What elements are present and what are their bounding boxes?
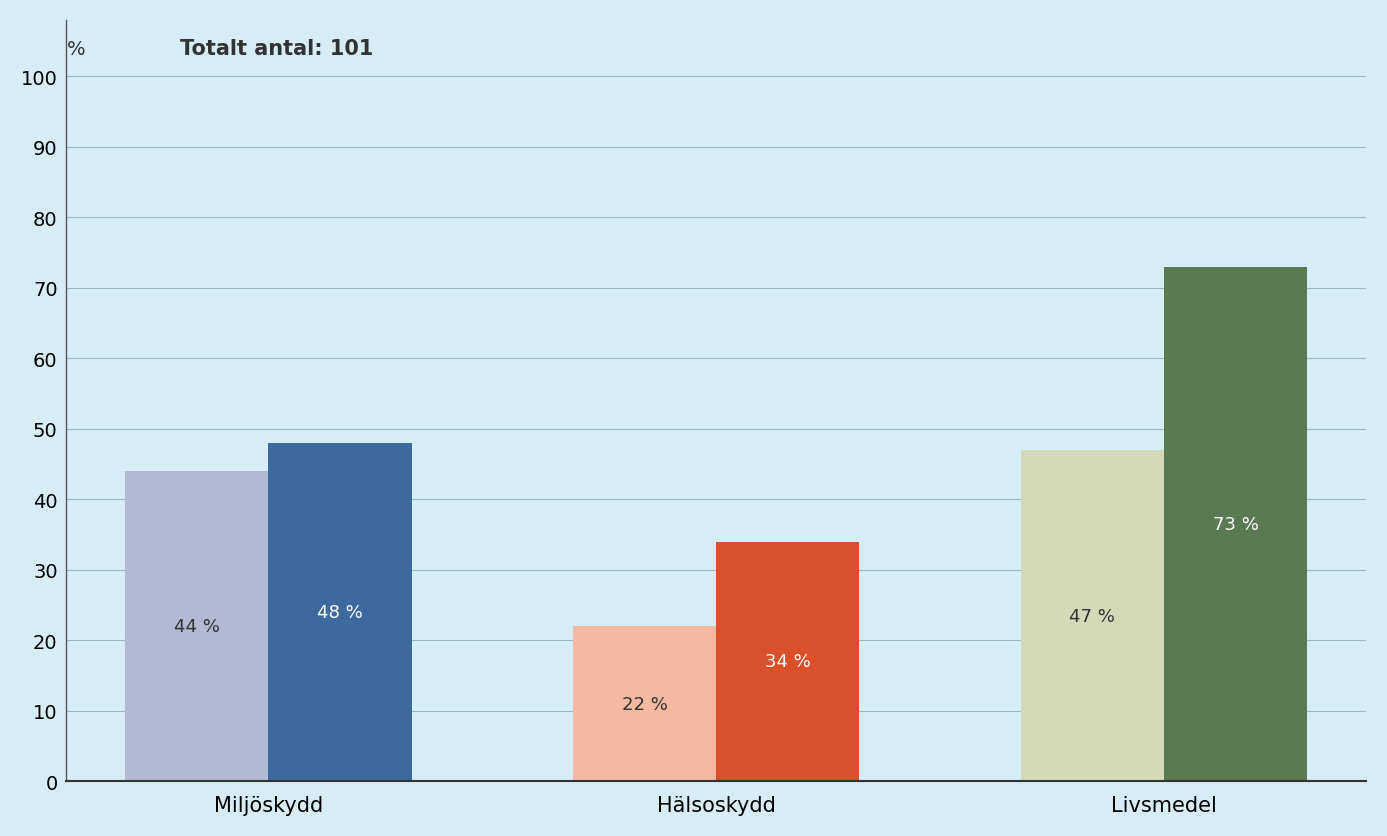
Text: %: % <box>67 39 86 59</box>
Text: 22 %: 22 % <box>621 695 667 713</box>
Text: 47 %: 47 % <box>1069 607 1115 624</box>
Text: 48 %: 48 % <box>318 604 363 621</box>
Text: 73 %: 73 % <box>1212 515 1258 533</box>
Text: 34 %: 34 % <box>764 653 810 670</box>
Bar <box>1164 268 1307 782</box>
Bar <box>1021 451 1164 782</box>
Bar <box>573 626 716 782</box>
Bar <box>269 443 412 782</box>
Bar <box>716 542 860 782</box>
Bar <box>125 472 269 782</box>
Text: 44 %: 44 % <box>173 618 219 635</box>
Text: Totalt antal: 101: Totalt antal: 101 <box>180 38 373 59</box>
